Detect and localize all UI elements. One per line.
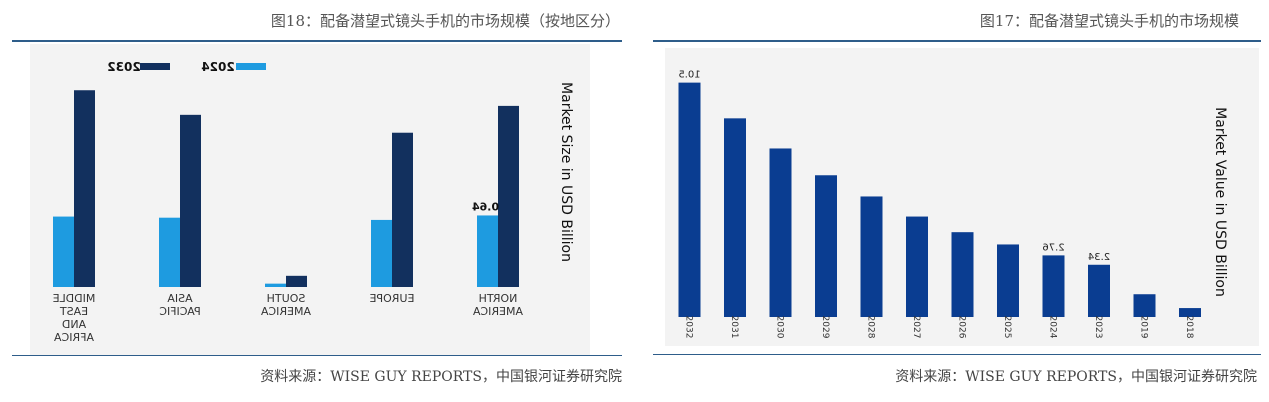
- legend-label-2024: 2024: [201, 60, 234, 74]
- bar-2024: [1042, 255, 1065, 317]
- bar-2029: [815, 175, 837, 317]
- bar-2024-europe: [371, 219, 392, 287]
- bar-2027: [906, 216, 928, 317]
- bar-2032: [678, 82, 701, 317]
- bar-2032-europe: [392, 132, 413, 287]
- data-label-2032: 10.5: [678, 70, 700, 81]
- category-label-middle-east-and-africa-2: AND: [62, 318, 86, 331]
- legend-swatch-2024: [236, 63, 266, 70]
- figure-17-source: 资料来源：WISE GUY REPORTS，中国银河证券研究院: [895, 369, 1257, 385]
- category-label-north-america-0: NORTH: [479, 292, 518, 305]
- figure-17-title: 图17：配备潜望式镜头手机的市场规模: [979, 12, 1239, 30]
- bar-2023: [1088, 264, 1110, 317]
- figure-18-plot-area: [30, 44, 590, 356]
- x-tick-label-2032: 2032: [684, 316, 694, 339]
- x-tick-label-2019: 2019: [1139, 316, 1149, 339]
- figure-18-bottom-rule: [12, 355, 622, 356]
- legend-swatch-2032: [140, 63, 170, 70]
- figure-18-source: 资料来源：WISE GUY REPORTS，中国银河证券研究院: [260, 369, 622, 385]
- category-label-south-america-0: SOUTH: [267, 292, 306, 305]
- bar-2030: [769, 148, 792, 317]
- figure-18-top-rule: [12, 40, 622, 42]
- category-label-middle-east-and-africa-3: AFRICA: [54, 331, 94, 344]
- bar-2032-middle-east-and-africa: [74, 90, 95, 287]
- x-tick-label-2030: 2030: [775, 316, 785, 339]
- x-tick-label-2028: 2028: [866, 316, 876, 339]
- category-label-middle-east-and-africa-1: EAST: [60, 305, 88, 318]
- category-label-asia-pacific-1: PACIFIC: [159, 305, 201, 318]
- y-axis-title: Market Size in USD Billion: [558, 82, 574, 262]
- figure-18-title: 图18：配备潜望式镜头手机的市场规模（按地区分）: [270, 12, 620, 30]
- data-label-north-america: 0.64: [472, 200, 499, 213]
- bar-2024-middle-east-and-africa: [53, 216, 74, 287]
- y-axis-title: Market Value in USD Billion: [1212, 107, 1228, 297]
- x-tick-label-2018: 2018: [1184, 316, 1194, 339]
- x-tick-label-2024: 2024: [1048, 316, 1058, 339]
- x-tick-label-2026: 2026: [957, 316, 967, 339]
- bar-2032-north-america: [498, 105, 519, 288]
- category-label-south-america-1: AMERICA: [260, 305, 311, 318]
- figure-18-panel: 图18：配备潜望式镜头手机的市场规模（按地区分） NORTH AMERICA EUR…: [0, 0, 632, 402]
- bar-2024-north-america: [477, 215, 498, 287]
- category-label-asia-pacific-0: ASIA: [167, 292, 193, 305]
- x-tick-label-2029: 2029: [820, 316, 830, 339]
- data-label-2023: 2.34: [1088, 252, 1110, 263]
- figure-17-top-rule: [653, 40, 1261, 42]
- bar-2024-asia-pacific: [159, 217, 180, 287]
- category-label-north-america-1: AMERICA: [472, 305, 523, 318]
- legend-label-2032: 2032: [107, 60, 140, 74]
- bar-2024-south-america: [265, 283, 286, 287]
- x-tick-label-2023: 2023: [1093, 316, 1103, 339]
- bar-2018: [1179, 308, 1201, 317]
- figure-17-bottom-rule: [653, 354, 1261, 355]
- bar-2032-asia-pacific: [180, 114, 201, 287]
- bar-2026: [951, 232, 974, 317]
- bar-2031: [724, 118, 746, 317]
- bar-2019: [1133, 294, 1156, 317]
- bar-2032-south-america: [286, 275, 307, 287]
- x-tick-label-2027: 2027: [911, 316, 921, 339]
- x-tick-label-2031: 2031: [729, 316, 739, 339]
- category-label-middle-east-and-africa-0: MIDDLE: [53, 292, 96, 305]
- figure-17-panel: 图17：配备潜望式镜头手机的市场规模 2018 2019 2023 2.34 2024 2…: [645, 0, 1269, 402]
- data-label-2024: 2.76: [1042, 242, 1064, 253]
- figure-17-chart: 2018 2019 2023 2.34 2024 2.76 2025 2026 2027 2028…: [678, 70, 1228, 339]
- bar-2028: [860, 196, 883, 317]
- x-tick-label-2025: 2025: [1002, 316, 1012, 339]
- category-label-europe-0: EUROPE: [370, 292, 415, 305]
- bar-2025: [997, 244, 1019, 317]
- figure-18-chart: NORTHAMERICAEUROPESOUTHAMERICAASIAPACIFI…: [53, 60, 574, 344]
